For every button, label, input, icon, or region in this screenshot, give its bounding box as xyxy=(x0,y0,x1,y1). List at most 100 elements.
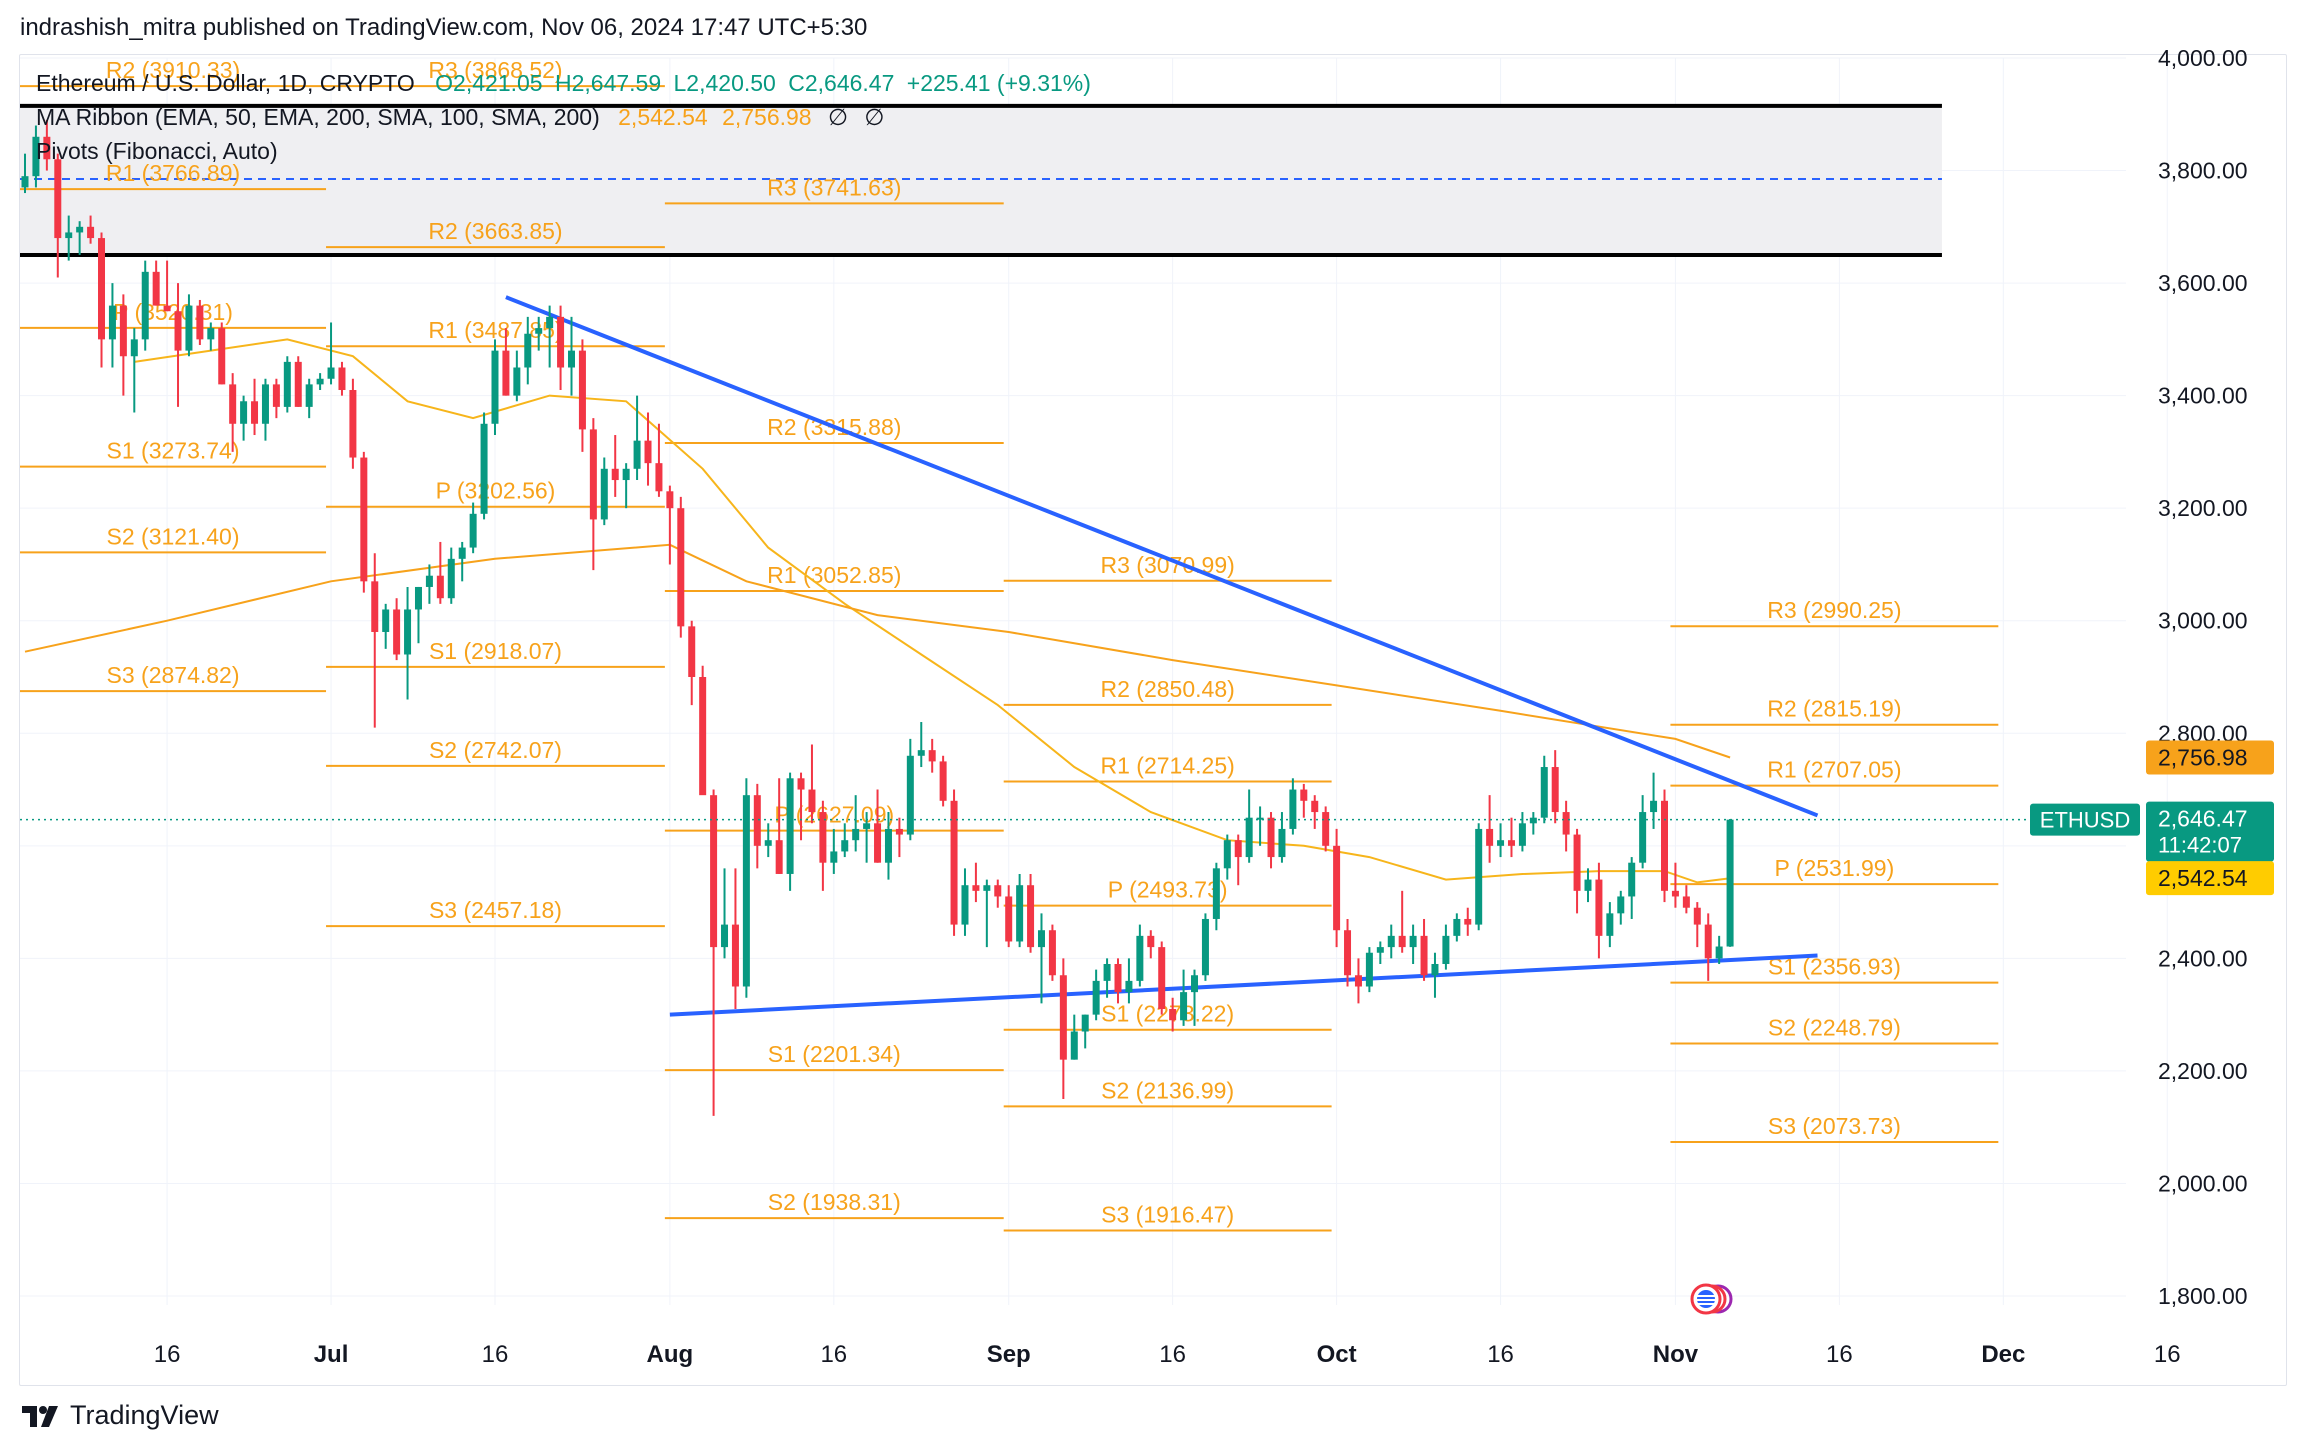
candle-body xyxy=(1726,819,1734,947)
candle-body xyxy=(1322,812,1330,846)
legend-ma-na-2: ∅ xyxy=(864,104,885,130)
candle-body xyxy=(1650,800,1658,813)
candle-body xyxy=(327,367,335,379)
candle-body xyxy=(731,924,739,987)
symbol-tag: ETHUSD xyxy=(2040,808,2130,833)
y-tick-label: 2,400.00 xyxy=(2158,945,2248,971)
candle-body xyxy=(841,840,849,852)
candle-body xyxy=(1223,840,1231,869)
x-tick-label: 16 xyxy=(1826,1341,1853,1368)
gridlines xyxy=(20,57,2168,1305)
candle-body xyxy=(469,513,477,548)
candle-body xyxy=(906,755,914,835)
candle-body xyxy=(884,828,892,863)
candle-body xyxy=(261,384,269,424)
candle-body xyxy=(972,885,980,891)
legend-pivots-row[interactable]: Pivots (Fibonacci, Auto) xyxy=(36,138,278,165)
candle-body xyxy=(1005,896,1013,942)
candle-body xyxy=(1201,918,1209,976)
pivot-label: R1 (2714.25) xyxy=(1101,753,1235,779)
candle-body xyxy=(928,750,936,762)
candle-body xyxy=(1092,980,1100,1015)
tradingview-brand[interactable]: TradingView xyxy=(22,1400,219,1431)
candle-body xyxy=(1453,918,1461,936)
candle-body xyxy=(163,305,171,312)
legend-ma-value-1: 2,542.54 xyxy=(618,104,708,130)
candle-body xyxy=(1431,963,1439,976)
candle-body xyxy=(721,924,729,948)
candle-body xyxy=(1639,812,1647,863)
zone-fill xyxy=(20,105,1942,255)
candle-body xyxy=(360,457,368,582)
candle-body xyxy=(666,491,674,509)
candle-body xyxy=(1442,935,1450,964)
candle-body xyxy=(98,238,106,340)
ma-line xyxy=(24,543,1731,759)
candle-body xyxy=(1081,1014,1089,1032)
pivot-label: S1 (2273.22) xyxy=(1101,1001,1234,1027)
price-label-bg xyxy=(2146,740,2274,775)
us-flag-icons[interactable] xyxy=(1690,1283,1733,1315)
candle-body xyxy=(21,176,29,188)
candle-body xyxy=(600,468,608,520)
candle-body xyxy=(1693,907,1701,925)
pivot-label: R2 (3663.85) xyxy=(428,218,562,244)
candle-body xyxy=(152,271,160,306)
candle-body xyxy=(1169,1009,1177,1021)
legend-symbol-row[interactable]: Ethereum / U.S. Dollar, 1D, CRYPTO O2,42… xyxy=(36,70,1091,97)
x-tick-label: Sep xyxy=(987,1341,1031,1368)
candle-body xyxy=(611,468,619,481)
candle-body xyxy=(710,795,718,948)
candle-body xyxy=(1464,918,1472,925)
candle-body xyxy=(1245,817,1253,858)
price-axis: 1,800.002,000.002,200.002,400.002,600.00… xyxy=(2146,45,2274,1309)
countdown-label: 11:42:07 xyxy=(2158,833,2242,858)
pivot-label: P (2531.99) xyxy=(1774,855,1894,881)
candle-body xyxy=(458,547,466,559)
candle-body xyxy=(272,384,280,407)
candle-body xyxy=(874,823,882,863)
candlesticks xyxy=(21,119,1734,1116)
pivot-label: R2 (2850.48) xyxy=(1101,676,1235,702)
candle-body xyxy=(229,384,237,424)
candle-body xyxy=(1573,834,1581,891)
candle-body xyxy=(699,677,707,796)
pivot-label: S2 (2742.07) xyxy=(429,737,562,763)
candle-body xyxy=(436,575,444,599)
x-tick-label: Aug xyxy=(647,1341,694,1368)
pivot-label: R2 (2815.19) xyxy=(1767,696,1901,722)
legend-open: O2,421.05 xyxy=(435,70,543,96)
candle-body xyxy=(1704,924,1712,959)
candle-body xyxy=(1682,896,1690,908)
candle-body xyxy=(535,328,543,334)
legend-symbol: Ethereum / U.S. Dollar, 1D, CRYPTO xyxy=(36,70,415,96)
pivot-label: R3 (3070.99) xyxy=(1101,552,1235,578)
candle-body xyxy=(87,226,95,239)
candle-body xyxy=(251,401,259,424)
candle-body xyxy=(1475,828,1483,925)
candle-body xyxy=(786,778,794,874)
candle-body xyxy=(1387,935,1395,948)
candle-body xyxy=(502,350,510,396)
candle-body xyxy=(1333,845,1341,931)
candle-body xyxy=(414,586,422,610)
candle-body xyxy=(863,823,871,829)
candle-body xyxy=(1059,975,1067,1060)
pivot-label: S3 (2874.82) xyxy=(107,662,240,688)
y-tick-label: 3,600.00 xyxy=(2158,270,2248,296)
candle-body xyxy=(688,626,696,677)
legend-close: C2,646.47 xyxy=(788,70,895,96)
ma-ribbon-lines xyxy=(24,338,1731,884)
candle-body xyxy=(1354,975,1362,987)
candle-body xyxy=(1114,963,1122,993)
candle-body xyxy=(917,750,925,756)
pivot-label: S2 (2248.79) xyxy=(1768,1014,1901,1040)
legend-ma-value-2: 2,756.98 xyxy=(722,104,812,130)
candle-body xyxy=(1486,828,1494,846)
legend-low: L2,420.50 xyxy=(673,70,776,96)
x-tick-label: 16 xyxy=(1487,1341,1514,1368)
legend-ma-ribbon-row[interactable]: MA Ribbon (EMA, 50, EMA, 200, SMA, 100, … xyxy=(36,104,884,131)
candle-body xyxy=(1420,935,1428,976)
candle-body xyxy=(43,136,51,160)
